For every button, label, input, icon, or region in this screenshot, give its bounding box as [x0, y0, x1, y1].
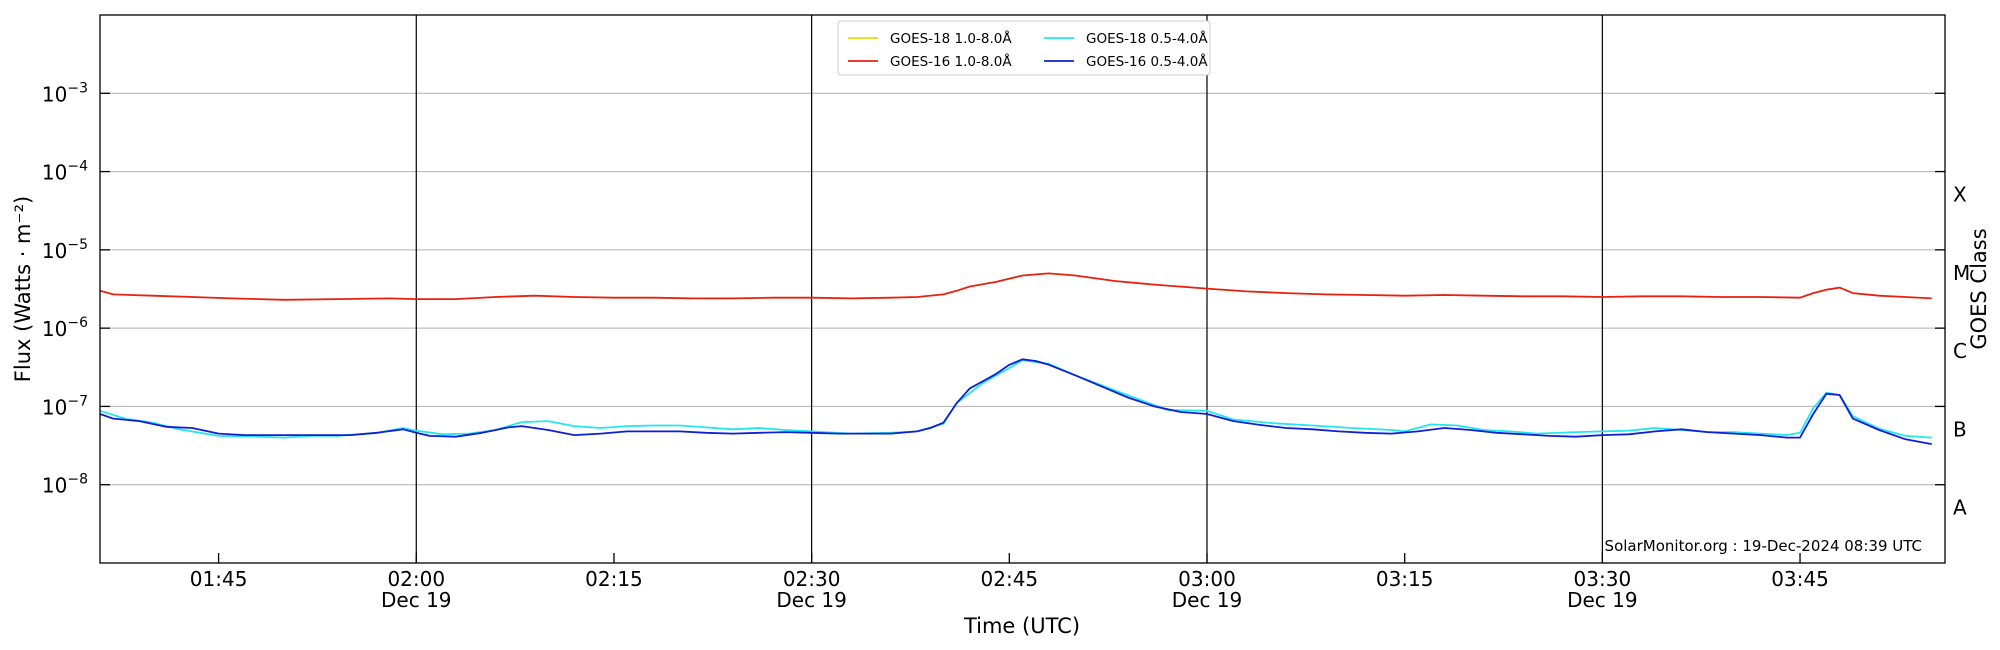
legend-box — [837, 20, 1211, 76]
series-line-3 — [99, 358, 1932, 445]
x-tick-label-7: 03:30 — [1574, 567, 1632, 591]
goes-class-A: A — [1953, 496, 1967, 520]
x-tick-label-3: 02:30 — [783, 567, 841, 591]
x-tick-date-7: Dec 19 — [1567, 588, 1638, 612]
legend-label-1: GOES-18 0.5-4.0Å — [1086, 30, 1208, 47]
y-tick-label-2: 10−6 — [42, 315, 88, 341]
y-tick-label-1: 10−7 — [42, 393, 88, 419]
x-tick-date-3: Dec 19 — [776, 588, 847, 612]
x-tick-label-5: 03:00 — [1178, 567, 1236, 591]
y-tick-label-3: 10−5 — [42, 237, 88, 263]
goes-class-axis-title: GOES Class — [1967, 228, 1991, 349]
credit-text: SolarMonitor.org : 19-Dec-2024 08:39 UTC — [1605, 537, 1922, 555]
goes-class-X: X — [1953, 183, 1967, 207]
legend-label-3: GOES-16 0.5-4.0Å — [1086, 53, 1208, 70]
x-tick-label-0: 01:45 — [190, 567, 248, 591]
legend-label-2: GOES-16 1.0-8.0Å — [890, 53, 1012, 70]
y-tick-label-0: 10−8 — [42, 472, 88, 498]
x-axis-title: Time (UTC) — [963, 614, 1080, 638]
goes-class-C: C — [1953, 339, 1967, 363]
x-tick-label-8: 03:45 — [1771, 567, 1829, 591]
y-tick-label-5: 10−3 — [42, 80, 88, 106]
y-axis-ticks: 10−8 10−7 10−6 10−5 10−4 10−3 — [42, 80, 1945, 498]
x-tick-label-2: 02:15 — [585, 567, 643, 591]
goes-class-B: B — [1953, 417, 1967, 441]
x-tick-label-1: 02:00 — [387, 567, 445, 591]
legend: GOES-18 1.0-8.0Å GOES-18 0.5-4.0Å GOES-16 … — [837, 20, 1211, 76]
flux-series — [99, 272, 1932, 445]
plot-frame — [99, 14, 1946, 564]
goes-class-labels: A B C M X — [1953, 183, 1970, 520]
x-tick-date-1: Dec 19 — [381, 588, 452, 612]
y-tick-label-4: 10−4 — [42, 159, 88, 185]
y-axis-title: Flux (Watts · m⁻²) — [11, 196, 35, 382]
horizontal-grid — [100, 92, 1945, 486]
goes-class-M: M — [1953, 261, 1970, 285]
legend-label-0: GOES-18 1.0-8.0Å — [890, 30, 1012, 47]
x-tick-label-6: 03:15 — [1376, 567, 1434, 591]
series-line-2 — [99, 272, 1932, 301]
x-tick-date-5: Dec 19 — [1172, 588, 1243, 612]
x-tick-label-4: 02:45 — [981, 567, 1039, 591]
